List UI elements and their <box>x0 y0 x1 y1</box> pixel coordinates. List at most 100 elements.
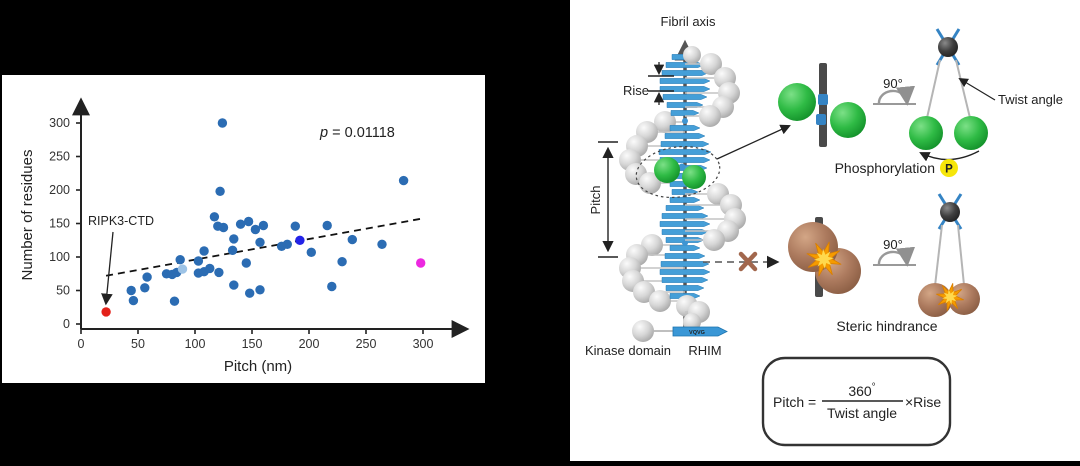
data-point-amyloid-fibrils <box>241 258 251 268</box>
rhim-strand-arrow <box>661 70 709 76</box>
phosphorylation-label: Phosphorylation <box>835 160 935 176</box>
fibril-helix-front <box>676 46 746 331</box>
data-point-amyloid-fibrils <box>306 247 316 257</box>
data-point-amyloid-fibrils <box>250 224 261 235</box>
rotation-90-bottom-label: 90° <box>883 237 903 252</box>
rhim-strand-arrow <box>661 213 709 219</box>
rhim-strand-arrow <box>662 94 708 100</box>
data-point-amyloid-fibrils <box>227 245 238 255</box>
data-point-highlight-light-blue <box>177 264 188 274</box>
rhim-connector-top <box>818 94 828 105</box>
formula-numerator: 360° <box>848 382 875 399</box>
data-point-amyloid-fibrils <box>215 186 225 196</box>
fibril-diagram-panel: Fibril axis Rise Pitch <box>570 0 1080 461</box>
twist-angle-arrow <box>958 78 996 101</box>
rhim-strand-arrow <box>664 253 706 259</box>
data-point-amyloid-fibrils <box>347 234 357 245</box>
svg-text:300: 300 <box>49 116 70 130</box>
data-point-amyloid-fibrils <box>255 285 265 295</box>
data-point-amyloid-fibrils <box>199 246 209 256</box>
phospho-p-letter: P <box>945 164 953 176</box>
kinase-domain-sphere <box>639 172 661 194</box>
kinase-domain-sphere <box>683 46 701 64</box>
data-point-highlight-magenta <box>416 258 426 268</box>
ripk3-ctd-callout-arrow <box>101 231 114 306</box>
fibril-axis-node <box>938 37 958 57</box>
svg-text:100: 100 <box>185 337 206 351</box>
fibril-axis-node <box>940 202 960 222</box>
data-point-amyloid-fibrils <box>235 219 246 229</box>
svg-text:200: 200 <box>49 183 70 197</box>
data-point-amyloid-fibrils <box>142 272 152 282</box>
data-point-amyloid-fibrils <box>290 221 300 231</box>
pendulum-green-right <box>954 116 988 150</box>
clash-starburst <box>806 241 842 277</box>
data-point-amyloid-fibrils <box>398 175 409 186</box>
kinase-domain-sphere <box>683 313 701 331</box>
rhim-strand-arrow <box>669 125 701 131</box>
scatter-plot: 0 50 100 150 200 250 300 0 50 100 150 200 250 300 Pit… <box>19 97 470 375</box>
green-residue-right <box>830 102 866 138</box>
data-point-amyloid-fibrils <box>327 281 337 292</box>
data-point-amyloid-fibrils <box>169 296 180 306</box>
rhim-connector-dot <box>678 163 686 171</box>
svg-text:300: 300 <box>413 337 434 351</box>
data-point-amyloid-fibrils <box>377 239 387 249</box>
svg-text:50: 50 <box>131 337 145 351</box>
data-point-amyloid-fibrils <box>205 263 215 274</box>
svg-text:150: 150 <box>242 337 263 351</box>
data-point-amyloid-fibrils <box>245 288 255 298</box>
data-point-amyloid-fibrils <box>214 267 224 278</box>
rotation-arrow-bottom <box>877 246 916 267</box>
svg-text:200: 200 <box>299 337 320 351</box>
fibril-axis-label: Fibril axis <box>661 14 716 29</box>
forbidden-x-icon <box>738 251 758 272</box>
legend-rhim-arrow <box>672 326 728 337</box>
rhim-strand-arrow <box>661 229 709 235</box>
data-point-amyloid-fibrils <box>217 118 228 128</box>
rhim-strand-arrow <box>659 78 711 84</box>
data-point-amyloid-fibrils <box>337 257 347 267</box>
kinase-domain-sphere <box>703 229 725 251</box>
rhim-strand-arrow <box>665 62 705 68</box>
data-point-amyloid-fibrils <box>255 237 265 247</box>
rhim-strand-arrow <box>670 110 700 116</box>
rhim-strand-arrow <box>660 141 710 147</box>
rhim-strand-arrow <box>660 261 710 267</box>
svg-text:250: 250 <box>356 337 377 351</box>
rhim-strand-arrow <box>665 205 705 211</box>
swing-arrow <box>919 150 980 162</box>
twist-angle-label: Twist angle <box>998 92 1063 107</box>
data-point-amyloid-fibrils <box>175 255 185 265</box>
svg-text:250: 250 <box>49 150 70 164</box>
data-point-amyloid-fibrils <box>229 234 239 244</box>
rhim-motif-label: VQVG <box>689 330 705 336</box>
data-point-amyloid-fibrils <box>243 216 254 227</box>
p-value-annotation: p = 0.01118 <box>319 125 395 141</box>
formula-lhs: Pitch = <box>773 394 816 410</box>
data-point-amyloid-fibrils <box>128 295 139 306</box>
pendulum-green-left <box>909 116 943 150</box>
kinase-domain-sphere <box>700 53 722 75</box>
kinase-domain-sphere <box>649 290 671 312</box>
phospho-sphere-left <box>654 157 680 183</box>
rhim-strand-arrow <box>661 277 709 283</box>
pendulum-brown-left <box>918 283 952 317</box>
pendulum-green <box>909 28 988 162</box>
y-axis-title: Number of residues <box>19 150 36 281</box>
formula-denominator: Twist angle <box>827 405 897 421</box>
phospho-p-badge <box>940 159 958 177</box>
rotation-90-top-label: 90° <box>883 76 903 91</box>
rhim-connector-bottom <box>816 114 826 125</box>
data-point-amyloid-fibrils <box>282 239 292 249</box>
data-point-amyloid-fibrils <box>193 256 204 266</box>
phospho-sphere-right <box>682 165 706 189</box>
rhim-strand-arrow <box>669 245 701 251</box>
data-point-amyloid-fibrils <box>258 220 269 231</box>
kinase-domain-sphere <box>633 281 655 303</box>
legend-kinase-sphere <box>632 320 654 342</box>
formula-multiplier: ×Rise <box>905 394 941 410</box>
rise-label: Rise <box>623 83 649 98</box>
clash-starburst-side <box>936 283 964 311</box>
data-point-amyloid-fibrils <box>209 212 220 222</box>
